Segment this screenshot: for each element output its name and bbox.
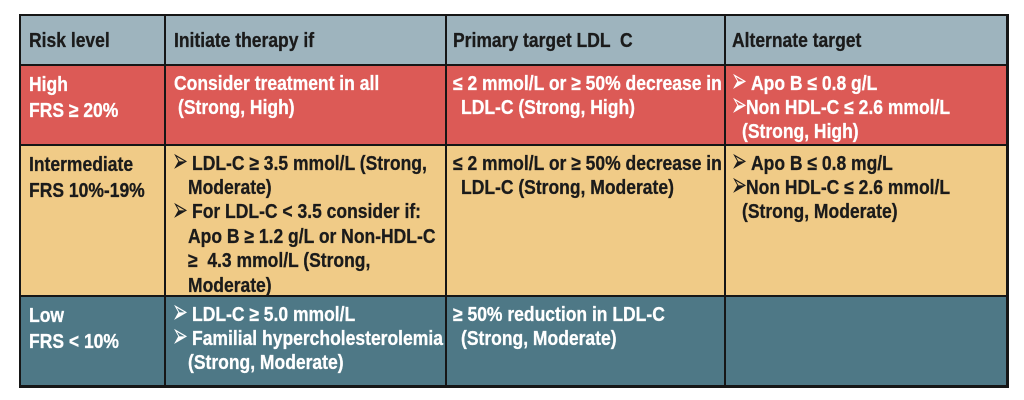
header-primary-target: Primary target LDL C (447, 16, 724, 64)
arrow-bullet-icon: ➢ (172, 316, 188, 357)
text-line: ≤ 2 mmol/L or ≥ 50% decrease in (453, 72, 722, 95)
text-line: ➢ Non HDL-C ≤ 2.6 mmol/L (731, 165, 951, 206)
text-line: (Strong, Moderate) (188, 352, 344, 375)
text-line: ➢ Apo B ≤ 0.8 g/L (731, 65, 878, 101)
text-line: ➢ Non HDL-C ≤ 2.6 mmol/L (731, 85, 951, 126)
arrow-bullet-icon: ➢ (172, 145, 188, 181)
text-line: (Strong, High) (178, 96, 295, 119)
text-line: Apo B ≥ 1.2 g/L or Non-HDL-C (188, 225, 436, 248)
text-line: LDL-C (Strong, Moderate) (461, 176, 674, 199)
text-line: FRS ≥ 20% (28, 99, 118, 122)
text-line: ➢ For LDL-C < 3.5 consider if: (172, 189, 421, 230)
intermediate-initiate-cell: ➢ LDL-C ≥ 3.5 mmol/L (Strong, Moderate) ➢… (166, 145, 445, 295)
text-line: LDL-C (Strong, High) (461, 96, 635, 119)
header-risk-level-label: Risk level (28, 29, 110, 52)
arrow-bullet-icon: ➢ (731, 85, 747, 126)
text-line: FRS < 10% (28, 330, 119, 353)
text-line: (Strong, Moderate) (742, 201, 898, 224)
text-line: (Strong, Moderate) (461, 327, 617, 350)
text-line: Moderate) (188, 176, 272, 199)
text-line: Consider treatment in all (173, 72, 379, 95)
text-line: Low (28, 304, 64, 327)
text-line: Moderate) (188, 274, 272, 295)
low-primary-target-cell: ≥ 50% reduction in LDL-C (Strong, Modera… (447, 296, 724, 385)
header-initiate-therapy: Initiate therapy if (166, 16, 445, 64)
text-line: ≥ 50% reduction in LDL-C (453, 303, 665, 326)
header-alternate-target-label: Alternate target (732, 29, 862, 52)
lipid-risk-table: Risk level Initiate therapy if Primary t… (18, 13, 1009, 388)
text-line: ≤ 2 mmol/L or ≥ 50% decrease in (453, 152, 722, 175)
text-line: (Strong, High) (742, 121, 859, 144)
text-line: ➢ Familial hypercholesterolemia (172, 316, 443, 357)
intermediate-risk-level-cell: Intermediate FRS 10%-19% (21, 145, 164, 295)
arrow-bullet-icon: ➢ (731, 165, 747, 206)
low-risk-level-cell: Low FRS < 10% (21, 296, 164, 385)
text-line: Intermediate (28, 153, 133, 176)
high-alternate-target-cell: ➢ Apo B ≤ 0.8 g/L ➢ Non HDL-C ≤ 2.6 mmol/L… (726, 65, 1006, 144)
high-risk-level-cell: High FRS ≥ 20% (21, 65, 164, 144)
arrow-bullet-icon: ➢ (731, 145, 747, 181)
intermediate-alternate-target-cell: ➢ Apo B ≤ 0.8 mg/L ➢ Non HDL-C ≤ 2.6 mmol/… (726, 145, 1006, 295)
text-line: FRS 10%-19% (28, 179, 145, 202)
high-initiate-cell: Consider treatment in all (Strong, High) (166, 65, 445, 144)
header-initiate-therapy-label: Initiate therapy if (173, 29, 314, 52)
arrow-bullet-icon: ➢ (172, 296, 188, 332)
text-line: ➢ LDL-C ≥ 5.0 mmol/L (172, 296, 356, 332)
low-initiate-cell: ➢ LDL-C ≥ 5.0 mmol/L ➢ Familial hyperchole… (166, 296, 445, 385)
arrow-bullet-icon: ➢ (731, 65, 747, 101)
header-risk-level: Risk level (21, 16, 164, 64)
low-alternate-target-cell (726, 296, 1006, 385)
text-line: ➢ LDL-C ≥ 3.5 mmol/L (Strong, (172, 145, 427, 181)
arrow-bullet-icon: ➢ (172, 189, 188, 230)
text-line: ≥ 4.3 mmol/L (Strong, (188, 250, 371, 273)
high-primary-target-cell: ≤ 2 mmol/L or ≥ 50% decrease in LDL-C (S… (447, 65, 724, 144)
header-primary-target-label: Primary target LDL C (453, 29, 633, 52)
header-alternate-target: Alternate target (726, 16, 1006, 64)
text-line: High (28, 73, 68, 96)
intermediate-primary-target-cell: ≤ 2 mmol/L or ≥ 50% decrease in LDL-C (S… (447, 145, 724, 295)
text-line: ➢ Apo B ≤ 0.8 mg/L (731, 145, 893, 181)
